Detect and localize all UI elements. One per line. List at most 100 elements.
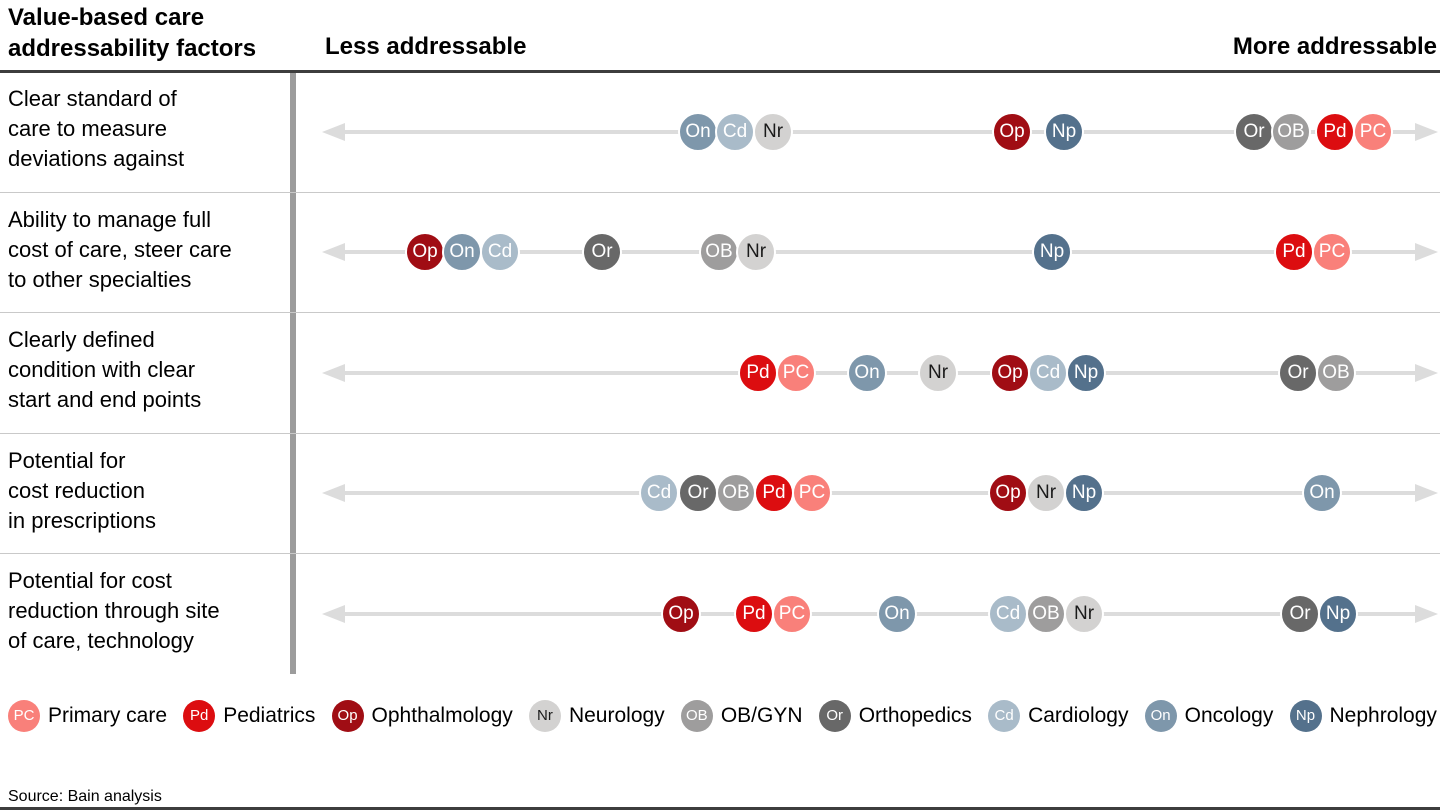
legend-dot-Nr: Nr [528, 699, 561, 732]
dot-Nr: Nr [1026, 473, 1066, 513]
dot-Pd: Pd [734, 594, 774, 634]
axis-arrow-line [338, 491, 1420, 495]
dot-OB: OB [1271, 112, 1311, 152]
legend-label-Op: Ophthalmology [371, 703, 513, 727]
legend-item-Nr: Nr Neurology [528, 699, 665, 732]
arrow-left-icon [322, 605, 345, 623]
dot-OB: OB [1026, 594, 1066, 634]
dot-OB: OB [699, 232, 739, 272]
header-divider [0, 70, 1440, 73]
dot-OB: OB [716, 473, 756, 513]
dot-Cd: Cd [715, 112, 755, 152]
legend-item-Np: Np Nephrology [1289, 699, 1437, 732]
dot-Op: Op [992, 112, 1032, 152]
axis-label-more-addressable: More addressable [1232, 33, 1437, 60]
factor-label: Ability to manage full cost of care, ste… [8, 207, 232, 292]
axis-arrow-line [338, 130, 1420, 134]
legend-dot-OB: OB [680, 699, 713, 732]
legend-dot-Op: Op [331, 699, 364, 732]
dot-Cd: Cd [988, 594, 1028, 634]
dot-Or: Or [1280, 594, 1320, 634]
arrow-left-icon [322, 364, 345, 382]
legend-item-Or: Or Orthopedics [818, 699, 972, 732]
chart-title: Value-based care addressability factors [8, 4, 257, 62]
dot-Or: Or [1234, 112, 1274, 152]
dot-Nr: Nr [736, 232, 776, 272]
label-column-divider [290, 73, 296, 674]
arrow-right-icon [1415, 364, 1438, 382]
legend-dot-On: On [1144, 699, 1177, 732]
legend-label-PC: Primary care [48, 703, 168, 727]
dot-Pd: Pd [754, 473, 794, 513]
row-separator [0, 433, 1440, 434]
dot-Cd: Cd [480, 232, 520, 272]
arrow-right-icon [1415, 484, 1438, 502]
dot-Nr: Nr [1064, 594, 1104, 634]
dot-Op: Op [661, 594, 701, 634]
bottom-divider [0, 807, 1440, 810]
dot-Nr: Nr [753, 112, 793, 152]
arrow-right-icon [1415, 123, 1438, 141]
axis-arrow-line [338, 250, 1420, 254]
arrow-left-icon [322, 243, 345, 261]
dot-OB: OB [1316, 353, 1356, 393]
legend-label-Or: Orthopedics [858, 703, 972, 727]
legend-item-On: On Oncology [1144, 699, 1274, 732]
legend: PC Primary care Pd Pediatrics Op Ophthalmolog… [8, 699, 1437, 732]
dot-On: On [1302, 473, 1342, 513]
legend-item-Op: Op Ophthalmology [331, 699, 513, 732]
arrow-right-icon [1415, 605, 1438, 623]
legend-item-Cd: Cd Cardiology [988, 699, 1129, 732]
factor-label: Clear standard of care to measure deviat… [8, 86, 185, 171]
legend-item-PC: PC Primary care [8, 699, 168, 732]
dot-PC: PC [792, 473, 832, 513]
factor-label: Clearly defined condition with clear sta… [8, 327, 202, 412]
factor-label: Potential for cost reduction in prescrip… [8, 448, 156, 533]
dot-On: On [847, 353, 887, 393]
dot-Op: Op [988, 473, 1028, 513]
dot-PC: PC [1353, 112, 1393, 152]
dot-Np: Np [1044, 112, 1084, 152]
dot-Nr: Nr [918, 353, 958, 393]
row-separator [0, 553, 1440, 554]
dot-PC: PC [776, 353, 816, 393]
dot-On: On [678, 112, 718, 152]
row-separator [0, 192, 1440, 193]
legend-label-OB: OB/GYN [720, 703, 803, 727]
dot-On: On [877, 594, 917, 634]
legend-dot-PC: PC [8, 699, 40, 732]
legend-dot-Pd: Pd [183, 699, 216, 732]
dot-Np: Np [1318, 594, 1358, 634]
arrow-left-icon [322, 123, 345, 141]
legend-dot-Cd: Cd [988, 699, 1021, 732]
factor-label: Potential for cost reduction through sit… [8, 568, 220, 653]
legend-item-OB: OB OB/GYN [680, 699, 803, 732]
legend-dot-Or: Or [818, 699, 851, 732]
legend-label-Np: Nephrology [1329, 703, 1437, 727]
legend-label-Pd: Pediatrics [223, 703, 316, 727]
dot-Op: Op [405, 232, 445, 272]
legend-label-On: Oncology [1184, 703, 1274, 727]
dot-PC: PC [772, 594, 812, 634]
source-text: Source: Bain analysis [8, 788, 162, 805]
arrow-right-icon [1415, 243, 1438, 261]
dot-Op: Op [990, 353, 1030, 393]
dot-Np: Np [1066, 353, 1106, 393]
dot-Or: Or [1278, 353, 1318, 393]
dot-Pd: Pd [1274, 232, 1314, 272]
dot-On: On [442, 232, 482, 272]
legend-item-Pd: Pd Pediatrics [183, 699, 316, 732]
dot-Cd: Cd [639, 473, 679, 513]
dot-Pd: Pd [738, 353, 778, 393]
dot-Or: Or [582, 232, 622, 272]
legend-label-Nr: Neurology [568, 703, 665, 727]
dot-Cd: Cd [1028, 353, 1068, 393]
dot-Pd: Pd [1315, 112, 1355, 152]
legend-label-Cd: Cardiology [1028, 703, 1129, 727]
row-separator [0, 312, 1440, 313]
dot-PC: PC [1312, 232, 1352, 272]
dot-Np: Np [1064, 473, 1104, 513]
arrow-left-icon [322, 484, 345, 502]
dot-Np: Np [1032, 232, 1072, 272]
